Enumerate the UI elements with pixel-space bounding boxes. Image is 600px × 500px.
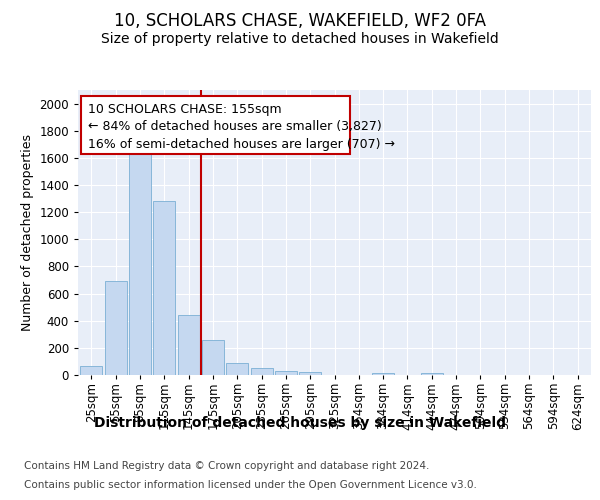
Text: 10 SCHOLARS CHASE: 155sqm: 10 SCHOLARS CHASE: 155sqm [88, 103, 282, 116]
Bar [178, 316, 200, 375]
Text: 16% of semi-detached houses are larger (707) →: 16% of semi-detached houses are larger (… [88, 138, 395, 151]
Y-axis label: Number of detached properties: Number of detached properties [20, 134, 34, 331]
Bar [299, 372, 321, 375]
Bar [202, 340, 224, 375]
Bar [80, 366, 103, 375]
Bar [251, 368, 272, 375]
Text: Contains HM Land Registry data © Crown copyright and database right 2024.: Contains HM Land Registry data © Crown c… [24, 461, 430, 471]
Bar [129, 153, 151, 375]
Bar [275, 371, 297, 375]
Bar [105, 280, 127, 375]
FancyBboxPatch shape [80, 96, 350, 154]
Text: Size of property relative to detached houses in Wakefield: Size of property relative to detached ho… [101, 32, 499, 46]
Bar [226, 363, 248, 375]
Bar [154, 202, 175, 375]
Bar [372, 373, 394, 375]
Text: Contains public sector information licensed under the Open Government Licence v3: Contains public sector information licen… [24, 480, 477, 490]
Text: Distribution of detached houses by size in Wakefield: Distribution of detached houses by size … [94, 416, 506, 430]
Bar [421, 373, 443, 375]
Text: ← 84% of detached houses are smaller (3,827): ← 84% of detached houses are smaller (3,… [88, 120, 382, 133]
Text: 10, SCHOLARS CHASE, WAKEFIELD, WF2 0FA: 10, SCHOLARS CHASE, WAKEFIELD, WF2 0FA [114, 12, 486, 30]
